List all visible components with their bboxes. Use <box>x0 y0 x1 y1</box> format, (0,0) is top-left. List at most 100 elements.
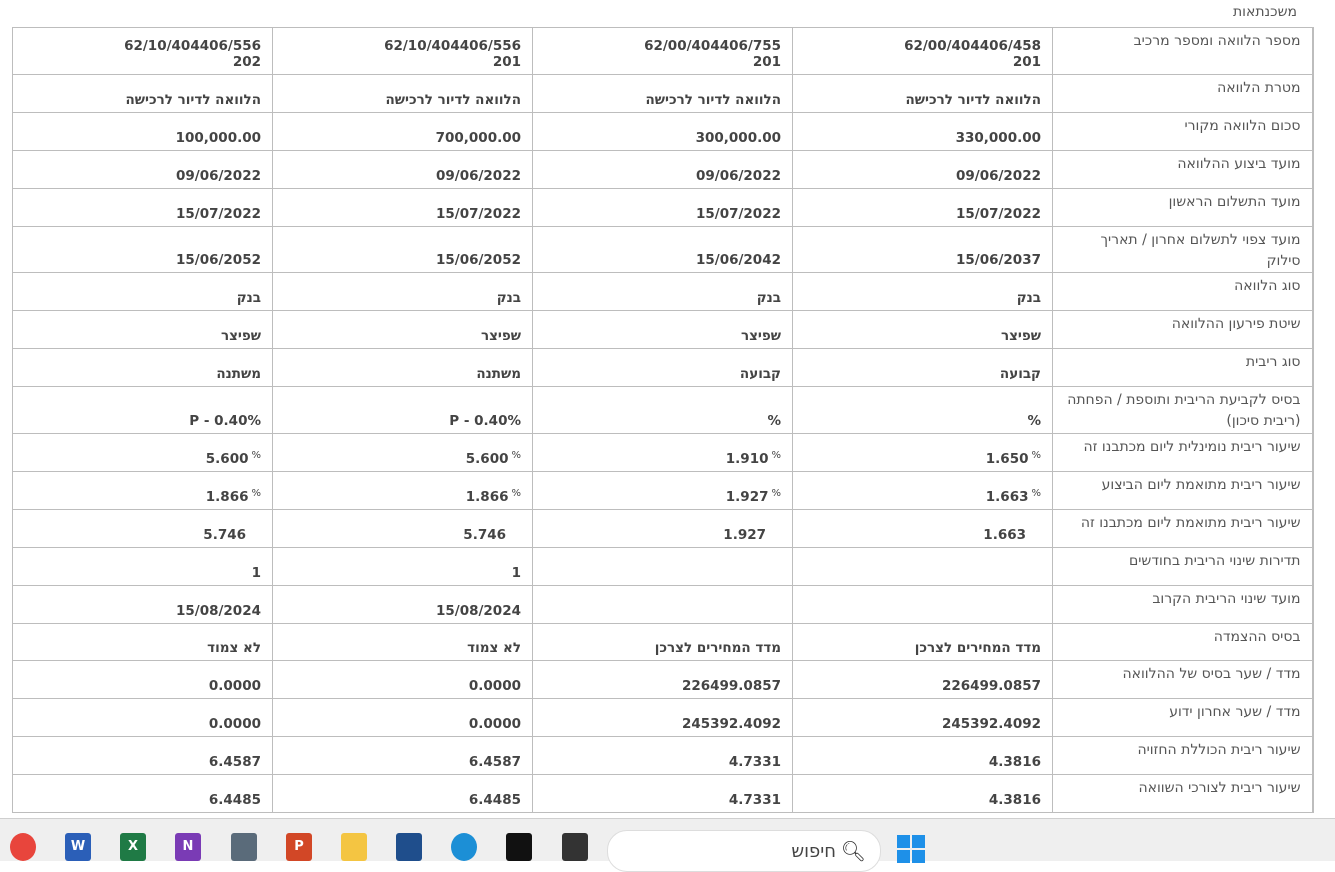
value-text: 5.600 <box>465 451 509 467</box>
cell-value: משתנה <box>272 348 533 387</box>
value-text: 4.3816 <box>988 792 1041 808</box>
windows-start-icon[interactable] <box>897 835 925 863</box>
table-row: שיעור ריבית הכוללת החזויה 4.3816 4.7331 6.4… <box>12 736 1314 775</box>
row-label: שיעור ריבית הכוללת החזויה <box>1052 736 1314 775</box>
cell-value: 300,000.00 <box>532 112 793 151</box>
value-text: 0.0000 <box>208 716 261 732</box>
row-label: בסיס ההצמדה <box>1052 623 1314 661</box>
value-text: 09/06/2022 <box>435 168 521 184</box>
cell-value: 0.0000 <box>272 660 533 699</box>
cell-value: קבועה <box>792 348 1053 387</box>
value-text: שפיצר <box>1000 328 1041 344</box>
chrome-icon[interactable] <box>10 833 36 861</box>
cell-value: 62/10/404406/556 202 <box>12 27 273 75</box>
value-text: בנק <box>756 290 781 306</box>
table-row: שיטת פירעון ההלוואה שפיצר שפיצר שפיצר שפיצר <box>12 310 1314 349</box>
excel-icon[interactable]: X <box>120 833 146 861</box>
edge-icon[interactable] <box>451 833 477 861</box>
cell-value: 4.7331 <box>532 774 793 813</box>
cell-value: הלוואה לדיור לרכישה <box>532 74 793 113</box>
file-explorer-icon[interactable] <box>341 833 367 861</box>
row-label: סוג ריבית <box>1052 348 1314 387</box>
cell-value: 15/06/2037 <box>792 226 1053 273</box>
cell-value: P - 0.40% <box>272 386 533 434</box>
onenote-icon[interactable]: N <box>175 833 201 861</box>
search-placeholder: חיפוש <box>791 841 836 862</box>
row-label: שיעור ריבית נומינלית ליום מכתבנו זה <box>1052 433 1314 472</box>
cell-value: % <box>792 386 1053 434</box>
cell-value: 15/07/2022 <box>12 188 273 227</box>
word-icon[interactable]: W <box>65 833 91 861</box>
value-text: 1.927 <box>723 527 766 543</box>
value-text: 15/06/2052 <box>435 252 521 268</box>
cell-value: בנק <box>532 272 793 311</box>
value-text: בנק <box>1016 290 1041 306</box>
value-text: מדד המחירים לצרכן <box>654 640 781 656</box>
value-text: P - 0.40% <box>449 413 521 429</box>
value-text: שפיצר <box>740 328 781 344</box>
value-text: 1.650 <box>985 451 1029 467</box>
row-label: מדד / שער אחרון ידוע <box>1052 698 1314 737</box>
value-text: 700,000.00 <box>435 130 521 146</box>
value-text: 6.4485 <box>468 792 521 808</box>
value-text: קבועה <box>739 366 781 382</box>
percent-sign: % <box>1031 449 1041 461</box>
store-icon[interactable] <box>396 833 422 861</box>
value-text: בנק <box>236 290 261 306</box>
cell-value: %1.910 <box>532 433 793 472</box>
cell-value: שפיצר <box>272 310 533 349</box>
cell-value: 245392.4092 <box>792 698 1053 737</box>
value-text: 330,000.00 <box>955 130 1041 146</box>
cell-value: מדד המחירים לצרכן <box>532 623 793 661</box>
cell-value: 1 <box>272 547 533 586</box>
cell-value: 15/08/2024 <box>12 585 273 624</box>
cell-value: 245392.4092 <box>532 698 793 737</box>
value-text: 5.746 <box>203 527 246 543</box>
table-row: סוג ריבית קבועה קבועה משתנה משתנה <box>12 348 1314 387</box>
row-label: שיטת פירעון ההלוואה <box>1052 310 1314 349</box>
powerpoint-icon[interactable]: P <box>286 833 312 861</box>
value-text: 15/07/2022 <box>175 206 261 222</box>
app-icon[interactable] <box>562 833 588 861</box>
value-text: 4.7331 <box>728 792 781 808</box>
row-label: מועד התשלום הראשון <box>1052 188 1314 227</box>
cell-value: 15/07/2022 <box>792 188 1053 227</box>
cell-value: מדד המחירים לצרכן <box>792 623 1053 661</box>
value-text: 1.910 <box>725 451 769 467</box>
value-text: 0.0000 <box>468 716 521 732</box>
dropbox-icon[interactable] <box>506 833 532 861</box>
table-row: מועד צפוי לתשלום אחרון / תאריך סילוק 15/0… <box>12 226 1314 273</box>
cell-value: בנק <box>792 272 1053 311</box>
table-row: מועד שינוי הריבית הקרוב 15/08/2024 15/08/2… <box>12 585 1314 624</box>
value-text: קבועה <box>999 366 1041 382</box>
value-text: 6.4587 <box>208 754 261 770</box>
cell-value <box>532 547 793 586</box>
cell-value: 62/10/404406/556 201 <box>272 27 533 75</box>
cell-value: הלוואה לדיור לרכישה <box>792 74 1053 113</box>
cell-value: P - 0.40% <box>12 386 273 434</box>
loan-details-table: מספר הלוואה ומספר מרכיב 62/00/404406/458 … <box>12 27 1314 813</box>
cell-value <box>532 585 793 624</box>
search-box[interactable]: 🔍︎ חיפוש <box>607 830 881 872</box>
value-text: 15/07/2022 <box>435 206 521 222</box>
table-row: סוג הלוואה בנק בנק בנק בנק <box>12 272 1314 311</box>
value-text: הלוואה לדיור לרכישה <box>385 92 521 108</box>
value-text: 5.746 <box>463 527 506 543</box>
cell-value: 15/06/2052 <box>272 226 533 273</box>
value-text: 4.7331 <box>728 754 781 770</box>
value-text: 15/07/2022 <box>955 206 1041 222</box>
calculator-icon[interactable] <box>231 833 257 861</box>
value-text: 1.927 <box>725 489 769 505</box>
value-text: לא צמוד <box>467 640 521 656</box>
table-row: מדד / שער בסיס של ההלוואה 226499.0857 2264… <box>12 660 1314 699</box>
cell-value: 4.7331 <box>532 736 793 775</box>
cell-value: שפיצר <box>532 310 793 349</box>
value-text: שפיצר <box>220 328 261 344</box>
table-row: בסיס ההצמדה מדד המחירים לצרכן מדד המחירים … <box>12 623 1314 661</box>
table-row: מועד ביצוע ההלוואה 09/06/2022 09/06/2022 09… <box>12 150 1314 189</box>
cell-value: 09/06/2022 <box>792 150 1053 189</box>
table-row: שיעור ריבית לצורכי השוואה 4.3816 4.7331 6.4… <box>12 774 1314 813</box>
row-label: מטרת הלוואה <box>1052 74 1314 113</box>
table-row: תדירות שינוי הריבית בחודשים 1 1 <box>12 547 1314 586</box>
value-text: 62/00/404406/458 201 <box>904 38 1041 70</box>
